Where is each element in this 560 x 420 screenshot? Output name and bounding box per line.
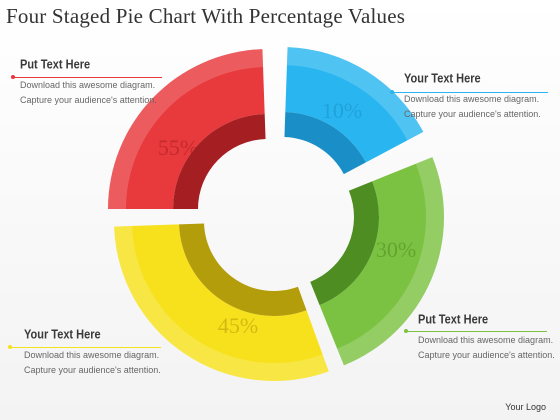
callout-dot-blue [390, 90, 394, 94]
segment-55-percent-inner [173, 114, 266, 209]
callout-heading: Put Text Here [418, 313, 489, 327]
segment-45-percent-highlight [114, 225, 329, 381]
callout-body: Download this awesome diagram. Capture y… [24, 350, 161, 375]
segment-45-percent-outer [114, 224, 329, 381]
page-title: Four Staged Pie Chart With Percentage Va… [6, 4, 406, 28]
callout-bottom-left: Your Text Here Download this awesome dia… [24, 328, 184, 378]
segment-10-percent-label: 10% [322, 98, 362, 123]
segment-30-percent-inner [310, 181, 380, 306]
callout-dot-yellow [8, 345, 12, 349]
callout-heading: Your Text Here [404, 72, 481, 86]
segment-55-percent-highlight [108, 49, 264, 209]
segment-55-percent-outer [108, 49, 265, 209]
callout-dot-green [404, 329, 408, 333]
callout-top-left: Put Text Here Download this awesome diag… [20, 58, 180, 108]
callout-top-right: Your Text Here Download this awesome dia… [404, 72, 560, 122]
callout-rule-yellow [11, 347, 161, 348]
segment-30-percent-label: 30% [376, 237, 416, 262]
callout-body: Download this awesome diagram. Capture y… [404, 94, 541, 119]
logo-placeholder: Your Logo [505, 402, 546, 412]
segment-55-percent-label: 55% [158, 135, 198, 160]
callout-heading: Put Text Here [20, 58, 91, 72]
segment-30-percent-outer [319, 157, 445, 366]
callout-body: Download this awesome diagram. Capture y… [20, 80, 157, 105]
segment-45-percent-label: 45% [218, 313, 258, 338]
callout-bottom-right: Put Text Here Download this awesome diag… [418, 313, 560, 363]
segment-45-percent-inner [179, 223, 307, 317]
segment-10-percent-outer [285, 47, 424, 163]
segment-10-percent-highlight [286, 47, 424, 141]
callout-rule-red [14, 77, 162, 78]
callout-body: Download this awesome diagram. Capture y… [418, 335, 555, 360]
callout-rule-blue [393, 92, 548, 93]
callout-dot-red [11, 75, 15, 79]
segment-10-percent-inner [284, 112, 366, 175]
callout-heading: Your Text Here [24, 328, 101, 342]
callout-rule-green [407, 331, 547, 332]
segment-30-percent-highlight [337, 157, 445, 366]
